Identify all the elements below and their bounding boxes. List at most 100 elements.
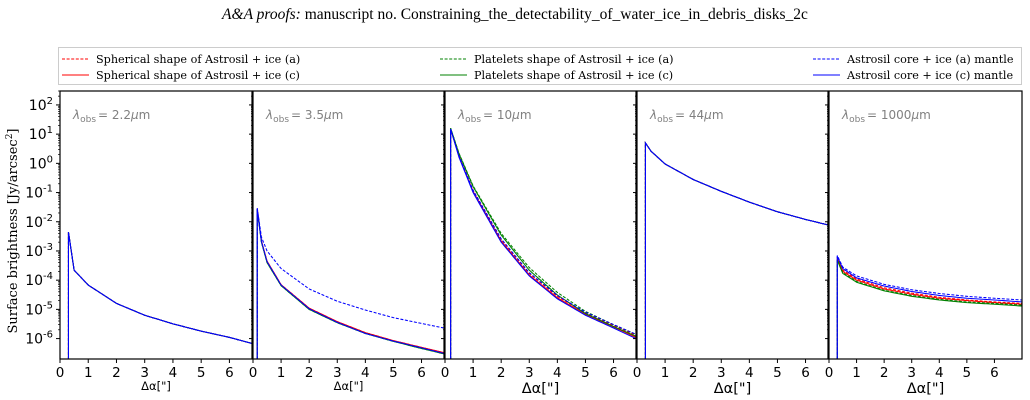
panel-frame xyxy=(636,90,829,360)
lambda-symbol: λ xyxy=(457,108,465,122)
panel-series xyxy=(644,141,828,359)
y-axis-label-text: Surface brightness [Jy/arcsec xyxy=(6,139,21,333)
lambda-mu: μ xyxy=(323,108,332,122)
series-line xyxy=(450,128,636,359)
x-axis-label: Δα["] xyxy=(522,381,559,397)
series-line xyxy=(644,141,828,359)
y-tick-base: 10 xyxy=(29,98,47,114)
legend-entry: Spherical shape of Astrosil + ice (c) xyxy=(62,69,300,82)
series-line xyxy=(67,232,252,359)
x-tick-label: 5 xyxy=(963,365,972,381)
lambda-value: = 44 xyxy=(675,108,704,122)
series-line xyxy=(644,141,828,359)
series-line xyxy=(256,209,444,359)
panel: 0 1 2 3 4 5 6 λobs = 10μm Δα["] xyxy=(441,90,637,397)
panel-wavelength-label: λobs = 44μm xyxy=(649,108,724,125)
panel: 0 1 2 3 4 5 6 λobs = 44μm Δα["] xyxy=(633,90,829,397)
panel-frame xyxy=(828,90,1023,360)
x-tick-label: 3 xyxy=(140,365,149,381)
header-prefix: A&A proofs: xyxy=(222,6,301,23)
x-tick-label: 6 xyxy=(417,365,426,381)
series-line xyxy=(836,256,1022,359)
legend-entry: Platelets shape of Astrosil + ice (c) xyxy=(440,69,673,82)
y-tick-label: 100 xyxy=(29,154,53,172)
y-tick-exp: -4 xyxy=(43,271,53,282)
x-tick-label: 3 xyxy=(717,365,726,381)
y-tick-label: 101 xyxy=(29,125,53,143)
y-tick-base: 10 xyxy=(25,332,43,348)
lambda-value: = 3.5 xyxy=(291,108,324,122)
series-line xyxy=(836,255,1022,359)
page-header: A&A proofs: manuscript no. Constraining_… xyxy=(0,6,1030,24)
x-tick-label: 2 xyxy=(880,365,889,381)
x-tick-label: 6 xyxy=(990,365,999,381)
y-tick-exp: -2 xyxy=(43,213,53,224)
legend-label: Platelets shape of Astrosil + ice (a) xyxy=(474,53,673,66)
panel: 0 1 2 3 4 5 610210110010-110-210-310-410-510-6… xyxy=(25,90,253,393)
y-tick-base: 10 xyxy=(25,186,43,202)
x-tick-label: 6 xyxy=(801,365,810,381)
legend-entry: Platelets shape of Astrosil + ice (a) xyxy=(440,53,673,66)
y-tick-exp: 0 xyxy=(47,154,53,165)
y-tick-label: 10-6 xyxy=(25,330,53,348)
y-tick-exp: -1 xyxy=(43,184,53,195)
legend-label: Astrosil core + ice (c) mantle xyxy=(846,69,1013,82)
series-line xyxy=(256,208,444,359)
lambda-mu: μ xyxy=(703,108,712,122)
lambda-subscript: obs xyxy=(849,115,865,125)
x-axis-label: Δα["] xyxy=(141,379,171,393)
panel-wavelength-label: λobs = 2.2μm xyxy=(72,108,150,125)
series-line xyxy=(450,128,636,359)
panel-series xyxy=(67,232,252,359)
series-line xyxy=(836,258,1022,359)
y-tick-label: 10-2 xyxy=(25,213,53,231)
series-line xyxy=(67,232,252,359)
x-tick-label: 5 xyxy=(581,365,590,381)
series-line xyxy=(256,207,444,359)
y-tick-exp: 2 xyxy=(47,96,53,107)
series-line xyxy=(836,257,1022,359)
x-tick-label: 4 xyxy=(169,365,178,381)
y-tick-label: 10-5 xyxy=(25,300,53,318)
x-tick-label: 6 xyxy=(609,365,618,381)
panel-frame xyxy=(252,90,445,360)
series-line xyxy=(450,128,636,359)
x-tick-label: 5 xyxy=(197,365,206,381)
x-tick-label: 4 xyxy=(553,365,562,381)
panel-frame xyxy=(444,90,637,360)
x-axis-label: Δα["] xyxy=(334,379,364,393)
lambda-symbol: λ xyxy=(649,108,657,122)
lambda-symbol: λ xyxy=(265,108,273,122)
x-tick-label: 1 xyxy=(661,365,670,381)
y-tick-label: 102 xyxy=(29,96,53,114)
lambda-unit: m xyxy=(332,108,344,122)
x-tick-label: 1 xyxy=(277,365,286,381)
legend-label: Platelets shape of Astrosil + ice (c) xyxy=(474,69,673,82)
x-tick-label: 5 xyxy=(389,365,398,381)
lambda-subscript: obs xyxy=(657,115,673,125)
lambda-unit: m xyxy=(139,108,151,122)
y-tick-base: 10 xyxy=(29,156,47,172)
y-tick-label: 10-3 xyxy=(25,242,53,260)
panel-series xyxy=(450,128,636,359)
y-axis-label: Surface brightness [Jy/arcsec2] xyxy=(5,128,21,333)
lambda-subscript: obs xyxy=(465,115,481,125)
y-axis-label-end: ] xyxy=(6,128,21,133)
series-line xyxy=(67,232,252,359)
legend-entry: Astrosil core + ice (c) mantle xyxy=(813,69,1013,82)
x-tick-label: 3 xyxy=(907,365,916,381)
series-line xyxy=(644,141,828,359)
x-tick-label: 3 xyxy=(333,365,342,381)
panel: 0 1 2 3 4 5 6 λobs = 3.5μm Δα["] xyxy=(249,90,445,393)
legend-label: Astrosil core + ice (a) mantle xyxy=(846,53,1014,66)
series-line xyxy=(644,141,828,359)
legend-frame xyxy=(58,47,1022,85)
series-line xyxy=(256,208,444,359)
lambda-unit: m xyxy=(520,108,532,122)
x-tick-label: 4 xyxy=(361,365,370,381)
x-tick-label: 5 xyxy=(773,365,782,381)
series-line xyxy=(836,259,1022,359)
legend: Spherical shape of Astrosil + ice (a) Sph… xyxy=(58,47,1022,85)
x-tick-label: 1 xyxy=(469,365,478,381)
